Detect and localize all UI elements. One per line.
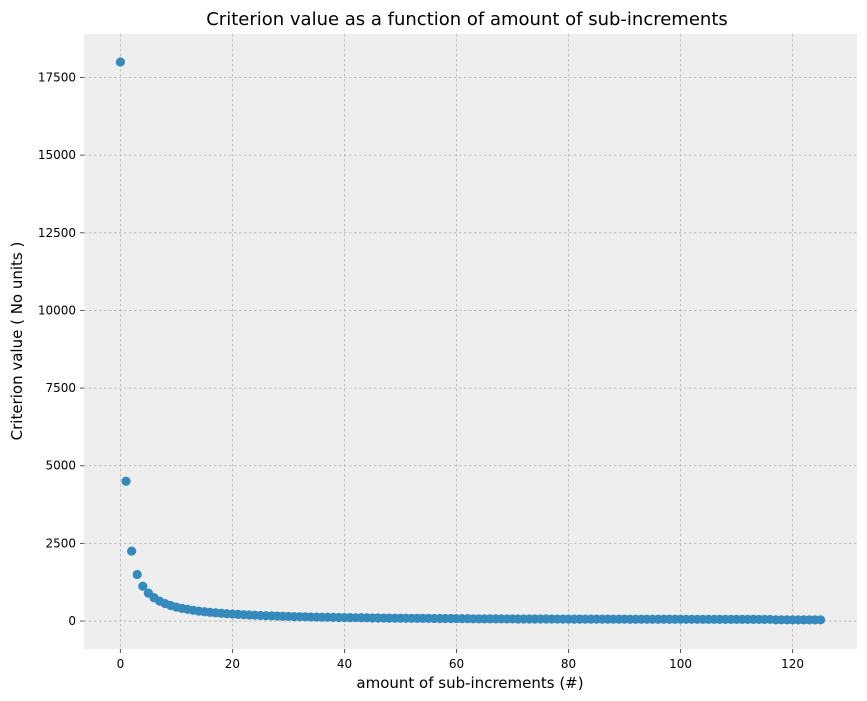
y-tick-label: 0: [68, 614, 76, 628]
data-point: [115, 57, 126, 67]
grid: [84, 34, 857, 649]
y-tick-label: 12500: [38, 226, 76, 240]
y-tick-label: 15000: [38, 148, 76, 162]
y-tick-label: 2500: [45, 536, 76, 550]
x-tick-label: 60: [449, 657, 464, 671]
tick-labels: 0 20 40 60 80 100 120 0 2500 5000 7500 10000 12500 15…: [38, 70, 804, 671]
data-points: [115, 57, 826, 625]
data-point: [127, 546, 137, 556]
x-tick-label: 80: [561, 657, 576, 671]
y-tick-label: 17500: [38, 70, 76, 84]
x-tick-label: 100: [669, 657, 692, 671]
y-tick-label: 7500: [45, 381, 76, 395]
y-tick-label: 5000: [45, 459, 76, 473]
x-tick-label: 20: [225, 657, 240, 671]
x-tick-label: 40: [337, 657, 352, 671]
data-point: [132, 569, 142, 580]
data-point: [138, 581, 148, 591]
x-tick-label: 120: [781, 657, 804, 671]
y-axis-label: Criterion value ( No units ): [8, 242, 26, 441]
data-point: [121, 476, 131, 486]
data-point: [815, 615, 826, 625]
x-tick-label: 0: [117, 657, 125, 671]
plot-background: [84, 34, 857, 649]
x-axis-label: amount of sub-increments (#): [356, 674, 583, 692]
y-tick-label: 10000: [38, 303, 76, 317]
chart-title: Criterion value as a function of amount …: [206, 9, 728, 30]
